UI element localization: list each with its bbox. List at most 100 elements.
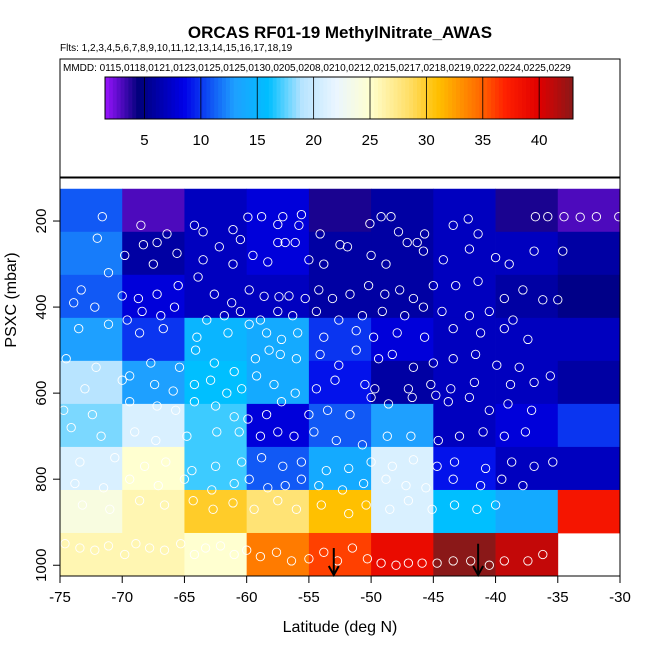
heatmap-cell <box>184 188 248 233</box>
sample-point <box>198 255 208 265</box>
sample-point <box>304 554 314 564</box>
sample-point <box>120 549 130 560</box>
colorbar-swatch <box>222 77 227 119</box>
colorbar-swatch <box>354 77 359 119</box>
colorbar-swatch <box>467 77 473 119</box>
chart-title: ORCAS RF01-19 MethylNitrate_AWAS <box>188 23 492 42</box>
sample-point <box>499 293 509 304</box>
colorbar-swatch <box>405 77 410 119</box>
sample-point <box>190 345 201 355</box>
sample-point <box>365 218 375 229</box>
colorbar-swatch <box>214 77 219 119</box>
x-tick-label: -45 <box>422 589 444 606</box>
colorbar-swatch <box>510 77 515 119</box>
sample-point <box>381 259 391 269</box>
sample-point <box>138 240 149 250</box>
heatmap-cell <box>246 446 310 491</box>
sample-point <box>381 474 391 484</box>
colorbar-swatch <box>389 77 395 119</box>
sample-point <box>105 504 115 514</box>
colorbar-swatch <box>108 77 114 119</box>
sample-point <box>264 345 274 355</box>
colorbar-swatch <box>140 77 145 119</box>
colorbar-tick-label: 30 <box>418 132 435 149</box>
sample-point <box>228 498 238 508</box>
sample-point <box>543 212 553 222</box>
sample-point <box>492 360 502 370</box>
colorbar-swatch <box>530 77 535 119</box>
heatmap-cell <box>433 360 496 405</box>
sample-point <box>149 379 160 390</box>
sample-point <box>130 427 140 437</box>
sample-point <box>342 242 353 252</box>
sample-point <box>545 371 555 381</box>
colorbar-swatch <box>284 77 289 119</box>
colorbar-swatch <box>456 77 461 119</box>
sample-point <box>202 315 212 325</box>
sample-point <box>60 539 70 549</box>
heatmap-cell <box>557 188 621 233</box>
sample-point <box>575 212 585 222</box>
sample-point <box>243 414 253 424</box>
sample-point <box>288 311 298 321</box>
x-tick-label: -50 <box>360 589 382 606</box>
sample-point <box>259 291 269 301</box>
colorbar-swatch <box>424 77 430 119</box>
sample-point <box>366 392 376 403</box>
sample-point <box>484 306 494 317</box>
sample-point <box>529 377 539 388</box>
colorbar-swatch <box>537 77 543 119</box>
sample-point <box>408 455 419 465</box>
sample-point <box>418 246 429 256</box>
sample-point <box>152 237 162 248</box>
sample-point <box>159 545 170 555</box>
sample-point <box>137 306 147 317</box>
sample-point <box>345 409 355 420</box>
sample-point <box>87 409 98 420</box>
colorbar-swatch <box>280 77 285 119</box>
colorbar-swatch <box>495 77 500 119</box>
colorbar-swatch <box>327 77 332 119</box>
sample-point <box>122 315 132 325</box>
sample-point <box>526 405 537 415</box>
sample-point <box>125 397 135 407</box>
sample-point <box>448 323 458 334</box>
sample-point <box>335 240 345 250</box>
sample-point <box>156 311 166 321</box>
heatmap-cell <box>60 274 123 319</box>
colorbar-swatch <box>561 77 566 119</box>
sample-point <box>508 315 518 325</box>
sample-point <box>464 311 475 321</box>
colorbar-swatch <box>498 77 504 119</box>
sample-point <box>70 478 80 489</box>
sample-point <box>158 323 168 334</box>
heatmap-cell <box>557 489 621 534</box>
sample-point <box>120 250 130 261</box>
colorbar-swatch <box>459 77 465 119</box>
sample-point <box>171 405 181 415</box>
sample-point <box>69 298 79 308</box>
sample-point <box>473 276 483 286</box>
sample-point <box>229 412 239 422</box>
heatmap-cell <box>60 188 123 233</box>
sample-point <box>427 504 437 514</box>
sample-point <box>473 229 483 239</box>
sample-point <box>255 315 266 325</box>
colorbar-swatch <box>350 77 356 119</box>
sample-point <box>209 358 219 368</box>
sample-point <box>237 457 247 467</box>
heatmap-cell <box>308 231 372 276</box>
colorbar-swatch <box>105 77 110 119</box>
colorbar-swatch <box>471 77 476 119</box>
heatmap-cell <box>246 489 310 534</box>
plot-frame <box>59 177 621 577</box>
heatmap-cell <box>557 446 621 491</box>
sample-point <box>380 289 390 299</box>
sample-point <box>250 354 261 364</box>
sample-point <box>304 409 314 420</box>
heatmap-cell <box>557 317 621 362</box>
sample-point <box>296 457 307 467</box>
colorbar-swatch <box>186 77 192 119</box>
sample-point <box>386 212 396 222</box>
